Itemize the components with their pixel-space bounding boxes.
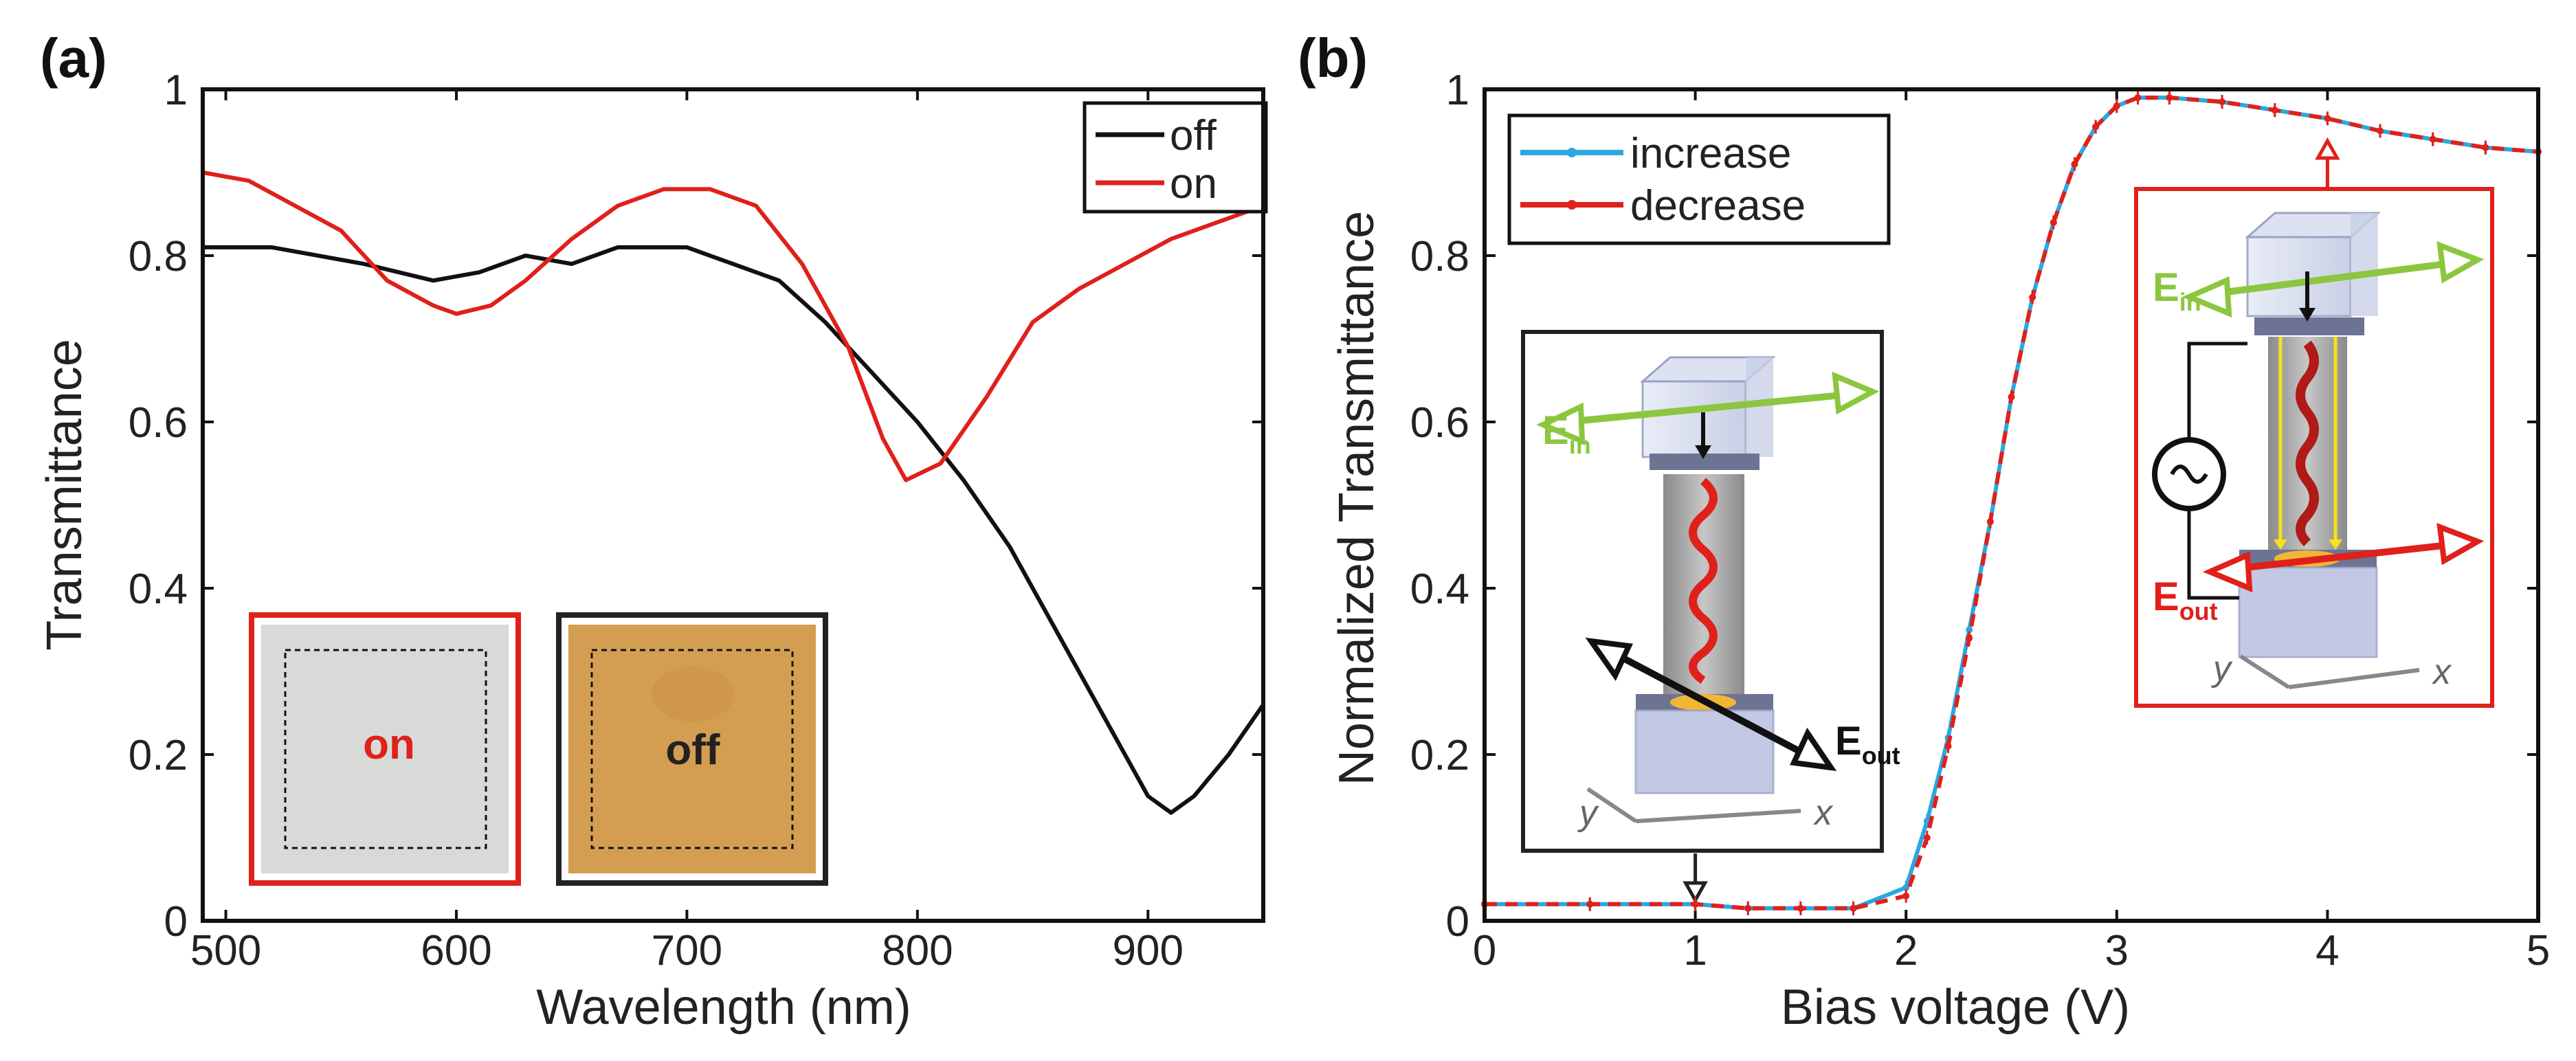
panel-a-x-ticks: 500 600 700 800 900 — [190, 89, 1184, 974]
data-point-decrease — [2271, 107, 2278, 114]
x-tick-label: 500 — [190, 927, 261, 974]
x-tick-label: 800 — [882, 927, 953, 974]
inset-left-e-in-label: Ein — [1542, 408, 1591, 459]
data-point-decrease — [2219, 98, 2226, 106]
x-tick-label: 0 — [1473, 927, 1496, 974]
data-point-decrease — [1923, 834, 1931, 841]
data-point-increase — [1966, 626, 1973, 634]
data-point-decrease — [1986, 518, 1994, 526]
panel-b-x-axis-label: Bias voltage (V) — [1781, 980, 2130, 1035]
panel-a-x-axis-label: Wavelength (nm) — [536, 980, 911, 1035]
data-point-decrease — [2324, 115, 2331, 122]
panel-b-series — [1481, 91, 2542, 915]
y-tick-label: 0.2 — [1410, 732, 1469, 779]
data-point-decrease — [2050, 219, 2057, 226]
panel-a-y-axis-label: Transmittance — [37, 339, 92, 650]
panel-b-y-axis-label: Normalized Transmittance — [1329, 211, 1384, 785]
series-line-off — [203, 245, 1265, 815]
inset-off-photo: off — [556, 612, 828, 886]
data-point-decrease — [2134, 94, 2142, 102]
data-point-decrease — [1586, 900, 1594, 908]
data-point-decrease — [2429, 135, 2436, 143]
x-tick-label: 5 — [2527, 927, 2550, 974]
x-tick-label: 900 — [1113, 927, 1184, 974]
panel-a-series — [202, 170, 1265, 815]
panel-b-axes: 0 0.2 0.4 0.6 0.8 1 0 1 2 3 4 5 Ein — [1410, 67, 2550, 974]
legend-label-increase: increase — [1630, 130, 1791, 177]
inset-right-pointer-head — [2315, 137, 2340, 160]
inset-left-axis-x: x — [1812, 793, 1834, 833]
series-line-on — [202, 170, 1265, 482]
y-tick-label: 1 — [1446, 67, 1469, 114]
inset-right-axis-y: y — [2211, 649, 2233, 689]
panel-b-legend: increase decrease — [1507, 113, 1891, 245]
panel-a-plot-frame — [201, 87, 1265, 923]
y-tick-label: 0.4 — [1410, 566, 1469, 613]
inset-device-off-state: Ein Eout y x — [1521, 330, 1900, 853]
data-point-decrease — [2029, 293, 2036, 301]
series-line-decrease — [1485, 96, 2539, 911]
x-tick-label: 3 — [2105, 927, 2129, 974]
data-point-decrease — [1944, 742, 1952, 750]
y-tick-label: 0 — [1446, 898, 1469, 946]
data-point-decrease — [1902, 892, 1910, 900]
legend-label-on: on — [1170, 160, 1217, 208]
data-point-decrease — [2113, 102, 2120, 110]
inset-device-on-state: Ein Eout y x — [2134, 187, 2494, 708]
inset-right-axis-x: x — [2431, 652, 2452, 692]
panel-a-y-ticks: 0 0.2 0.4 0.6 0.8 1 — [129, 67, 1263, 946]
inset-on-label: on — [363, 721, 415, 768]
x-tick-label: 2 — [1894, 927, 1918, 974]
y-tick-label: 0.8 — [1410, 233, 1469, 280]
inset-left-axis-y: y — [1577, 793, 1599, 833]
x-tick-label: 700 — [652, 927, 722, 974]
y-tick-label: 0.2 — [129, 732, 188, 779]
panel-a-label: (a) — [40, 27, 107, 89]
inset-right-e-out-label: Eout — [2153, 574, 2218, 625]
data-point-decrease — [1966, 634, 1973, 642]
y-tick-label: 0.6 — [129, 399, 188, 447]
y-tick-label: 1 — [164, 67, 188, 114]
panel-b-y-ticks: 0 0.2 0.4 0.6 0.8 1 — [1410, 67, 2538, 946]
y-tick-label: 0.4 — [129, 566, 188, 613]
data-point-decrease — [2166, 94, 2173, 102]
panel-b-label: (b) — [1298, 27, 1368, 89]
x-tick-label: 4 — [2316, 927, 2339, 974]
x-tick-label: 600 — [421, 927, 491, 974]
data-point-decrease — [2008, 393, 2015, 401]
data-point-decrease — [2377, 127, 2384, 135]
y-tick-label: 0 — [164, 898, 188, 946]
y-tick-label: 0.6 — [1410, 399, 1469, 447]
data-point-decrease — [1797, 904, 1804, 912]
panel-a-legend: off on — [1082, 101, 1268, 214]
data-point-decrease — [2482, 144, 2489, 151]
data-point-decrease — [1691, 900, 1699, 908]
panel-b-plot-frame — [1483, 87, 2540, 923]
inset-off-label: off — [665, 726, 720, 774]
inset-left-pointer-head — [1683, 881, 1708, 904]
inset-on-photo: on — [249, 612, 521, 886]
inset-left-e-out-label: Eout — [1835, 719, 1900, 770]
inset-right-e-in-label: Ein — [2153, 265, 2201, 316]
x-tick-label: 1 — [1683, 927, 1707, 974]
y-tick-label: 0.8 — [129, 233, 188, 280]
data-point-decrease — [1744, 904, 1752, 912]
legend-label-off: off — [1170, 112, 1217, 159]
legend-label-decrease: decrease — [1630, 182, 1806, 230]
data-point-decrease — [2092, 123, 2100, 131]
data-point-decrease — [2071, 160, 2078, 168]
data-point-decrease — [1850, 904, 1857, 912]
panel-a-axes: 0 0.2 0.4 0.6 0.8 1 500 600 700 800 900 on off of… — [129, 67, 1268, 974]
